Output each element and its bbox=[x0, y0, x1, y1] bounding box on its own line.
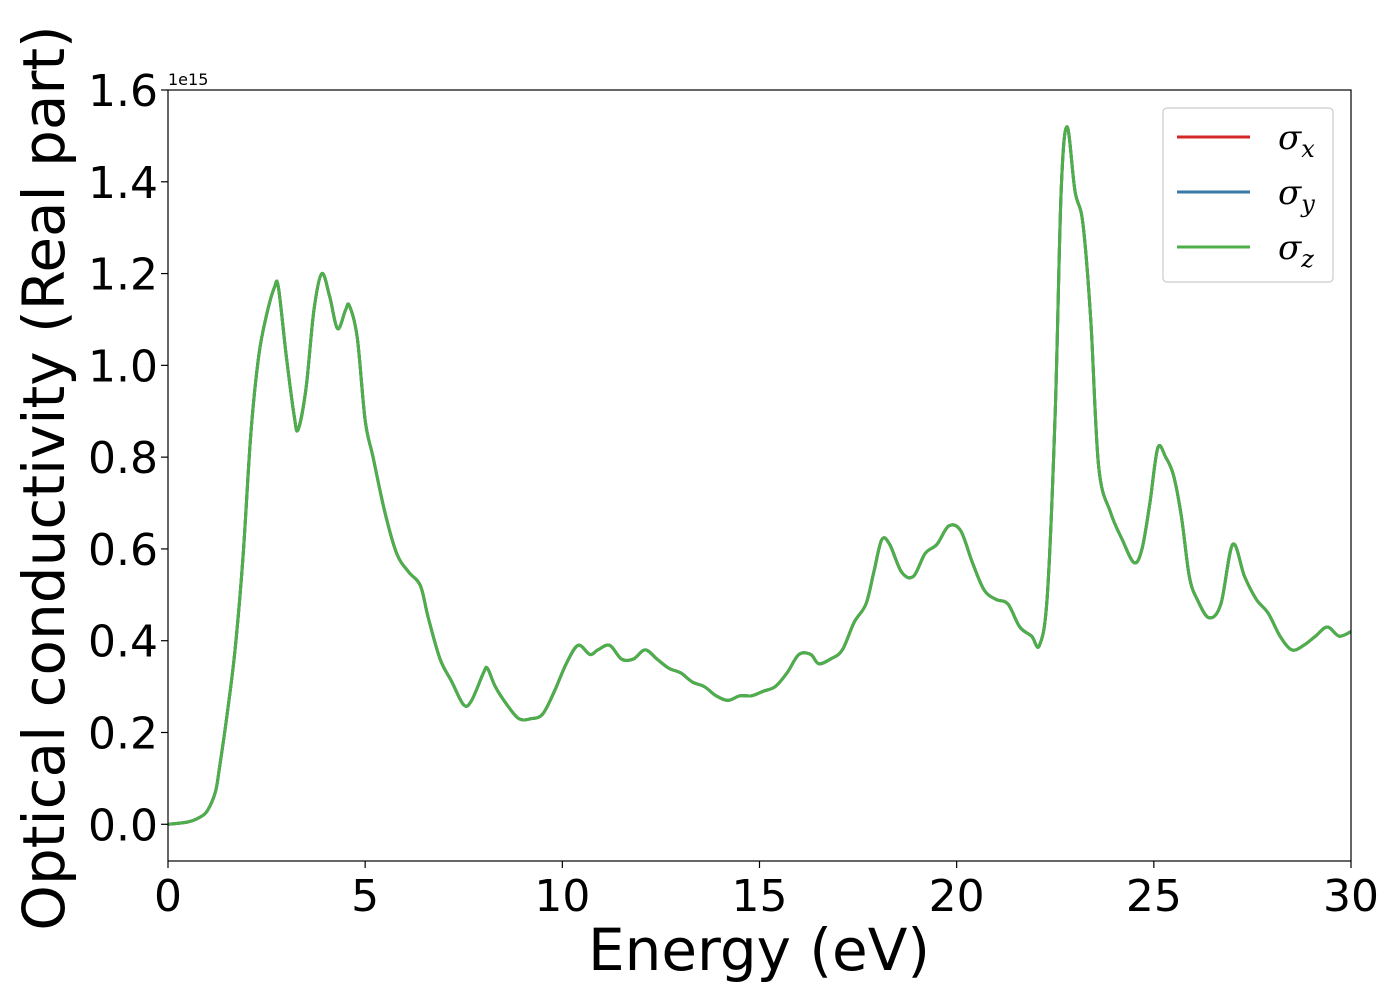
x-tick-label: 5 bbox=[351, 871, 379, 922]
x-tick-label: 0 bbox=[154, 871, 182, 922]
x-tick-label: 20 bbox=[929, 871, 985, 922]
y-tick-label: 1.0 bbox=[88, 341, 158, 392]
series-layer bbox=[168, 125, 1351, 826]
x-tick-label: 15 bbox=[732, 871, 788, 922]
y-tick-label: 0.4 bbox=[88, 617, 158, 668]
series-line-z bbox=[168, 125, 1351, 826]
y-tick-label: 1.6 bbox=[88, 66, 158, 117]
y-tick-label: 0.8 bbox=[88, 433, 158, 484]
y-axis-title: Optical conductivity (Real part) bbox=[10, 25, 78, 930]
legend-label-z: σz bbox=[1278, 228, 1314, 273]
y-tick-label: 0.0 bbox=[88, 800, 158, 851]
x-tick-label: 25 bbox=[1126, 871, 1182, 922]
x-axis-title: Energy (eV) bbox=[588, 916, 930, 984]
legend-box bbox=[1162, 107, 1334, 283]
y-axis-ticks: 0.0 0.2 0.4 0.6 0.8 1.0 1.2 1.4 1.6 bbox=[88, 66, 168, 851]
y-offset-text: 1e15 bbox=[168, 70, 208, 89]
legend: σx σy σz bbox=[1162, 107, 1334, 283]
y-tick-label: 1.2 bbox=[88, 250, 158, 301]
x-tick-label: 10 bbox=[534, 871, 590, 922]
y-tick-label: 0.2 bbox=[88, 709, 158, 760]
x-tick-label: 30 bbox=[1323, 871, 1379, 922]
x-axis-ticks: 0 5 10 15 20 25 30 bbox=[154, 861, 1379, 922]
y-tick-label: 1.4 bbox=[88, 158, 158, 209]
legend-label-x: σx bbox=[1278, 118, 1315, 163]
legend-label-y: σy bbox=[1278, 173, 1315, 218]
y-tick-label: 0.6 bbox=[88, 525, 158, 576]
